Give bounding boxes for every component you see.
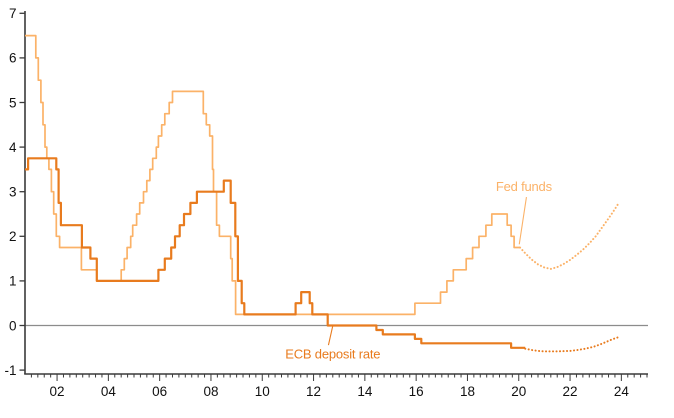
annotation-leader xyxy=(518,196,527,245)
annotation-leader xyxy=(327,324,334,346)
y-tick-label: 3 xyxy=(9,185,17,200)
series-fed-funds xyxy=(25,34,520,316)
y-tick-label: 6 xyxy=(9,51,17,66)
y-tick-label: -1 xyxy=(4,363,16,378)
y-tick-label: 4 xyxy=(9,140,17,155)
annotation-label: Fed funds xyxy=(496,179,553,194)
x-tick-label: 22 xyxy=(563,384,578,399)
y-tick-label: 1 xyxy=(9,274,17,289)
x-tick-label: 24 xyxy=(614,384,630,399)
x-tick-label: 08 xyxy=(203,384,218,399)
y-tick-label: 5 xyxy=(9,95,17,110)
series-ecb-deposit-rate-forecast- xyxy=(524,336,620,353)
x-tick-label: 06 xyxy=(152,384,167,399)
x-tick-label: 16 xyxy=(409,384,424,399)
x-tick-label: 04 xyxy=(101,384,117,399)
series-ecb-deposit-rate xyxy=(25,157,526,349)
x-tick-label: 14 xyxy=(357,384,373,399)
series-fed-funds-forecast- xyxy=(519,201,620,270)
x-tick-label: 20 xyxy=(511,384,526,399)
x-tick-label: 02 xyxy=(50,384,65,399)
x-tick-label: 18 xyxy=(460,384,475,399)
annotation-label: ECB deposit rate xyxy=(285,347,380,362)
x-tick-label: 10 xyxy=(255,384,270,399)
y-tick-label: 7 xyxy=(9,6,17,21)
x-tick-label: 12 xyxy=(306,384,321,399)
y-tick-label: 2 xyxy=(9,229,17,244)
y-tick-label: 0 xyxy=(9,318,17,333)
